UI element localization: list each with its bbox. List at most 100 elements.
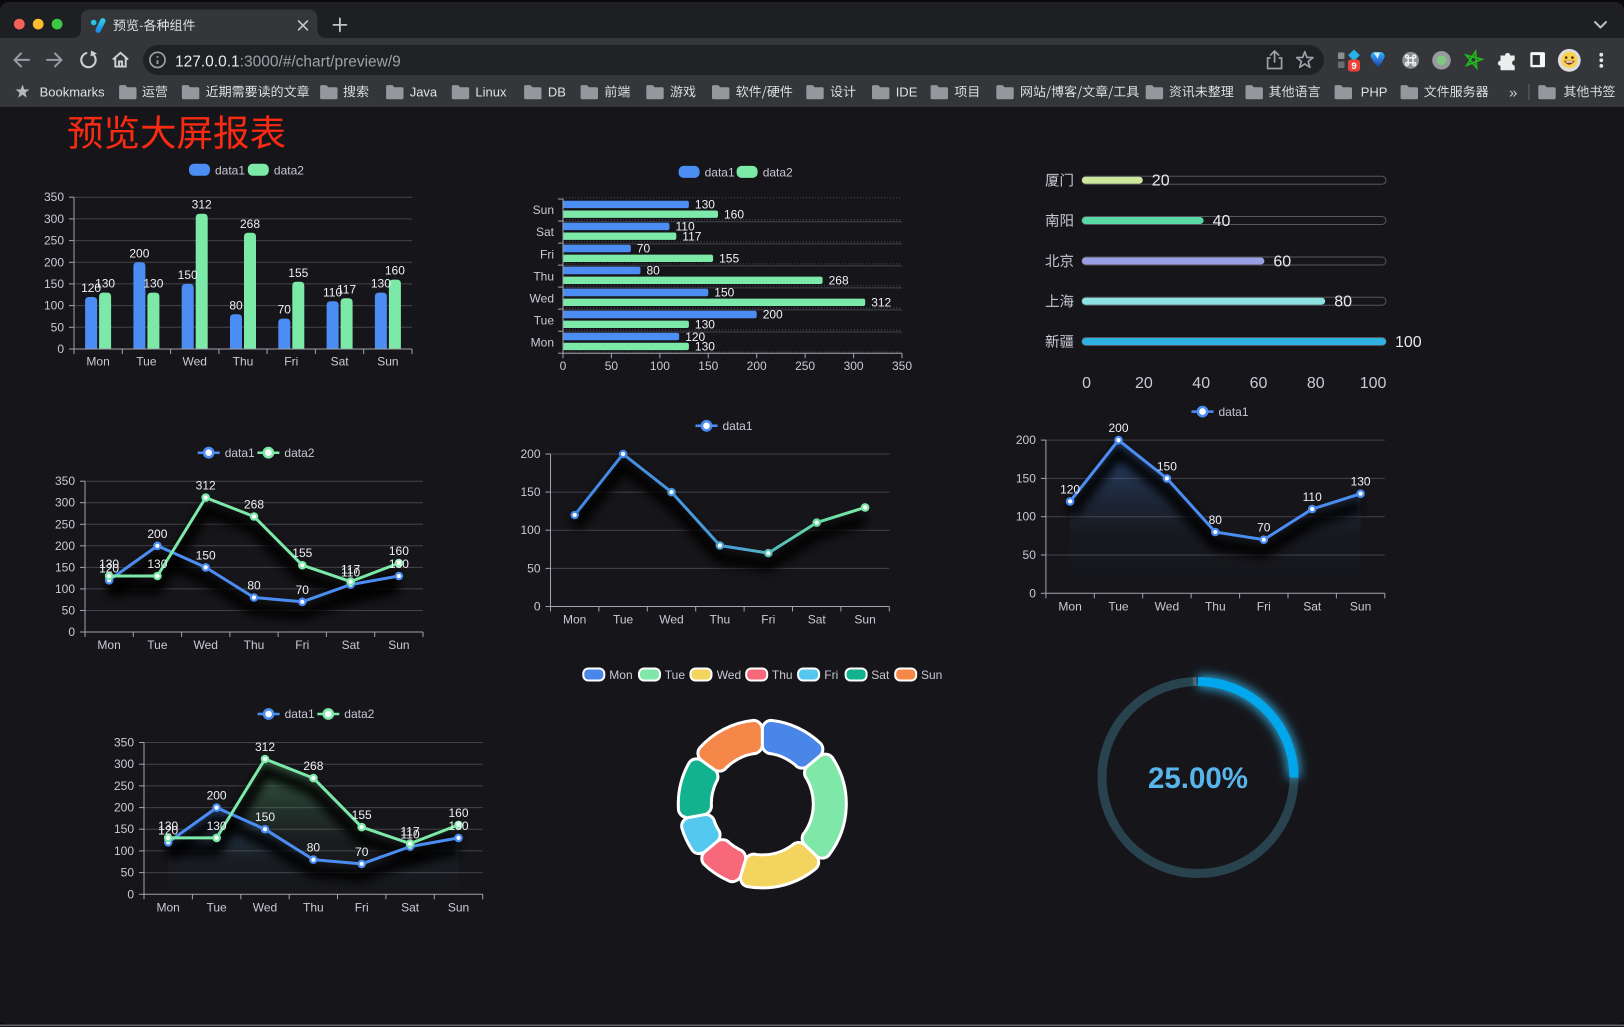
svg-text:110: 110: [1303, 490, 1322, 504]
svg-text:80: 80: [307, 841, 321, 855]
svg-text:200: 200: [114, 801, 134, 815]
svg-text:110: 110: [323, 285, 342, 299]
svg-text:80: 80: [229, 298, 243, 312]
svg-text:0: 0: [1029, 586, 1036, 600]
svg-text:Sun: Sun: [1350, 599, 1371, 613]
svg-text:300: 300: [844, 359, 864, 373]
svg-text:155: 155: [719, 252, 739, 266]
svg-text:117: 117: [337, 282, 356, 296]
svg-text:20: 20: [1135, 375, 1153, 392]
svg-text:200: 200: [1016, 433, 1036, 447]
svg-text:110: 110: [401, 828, 420, 842]
svg-text:Fri: Fri: [295, 638, 309, 652]
svg-text:data2: data2: [274, 163, 304, 177]
svg-text:50: 50: [605, 359, 619, 373]
svg-text:155: 155: [292, 546, 312, 560]
svg-text:100: 100: [650, 359, 670, 373]
svg-text:312: 312: [255, 740, 275, 754]
svg-text:data1: data1: [1219, 405, 1249, 419]
svg-text:DB: DB: [548, 85, 566, 100]
svg-text:130: 130: [389, 557, 409, 571]
svg-text:130: 130: [99, 557, 119, 571]
svg-text:80: 80: [1334, 294, 1352, 311]
svg-text:268: 268: [240, 217, 260, 231]
svg-text:60: 60: [1273, 254, 1291, 271]
svg-text:110: 110: [341, 566, 360, 580]
svg-text:150: 150: [714, 286, 734, 300]
svg-text:200: 200: [55, 539, 75, 553]
svg-text:Wed: Wed: [253, 900, 277, 914]
svg-text:data1: data1: [225, 446, 255, 460]
svg-text:50: 50: [1023, 548, 1037, 562]
svg-text:70: 70: [296, 583, 310, 597]
svg-text:Thu: Thu: [233, 355, 254, 369]
svg-text:117: 117: [682, 229, 701, 243]
svg-text:150: 150: [55, 560, 75, 574]
svg-text:150: 150: [196, 548, 216, 562]
svg-text:Sat: Sat: [331, 355, 350, 369]
svg-text:Fri: Fri: [824, 668, 838, 682]
svg-text:130: 130: [95, 277, 115, 291]
svg-text:Mon: Mon: [531, 335, 554, 349]
svg-text:100: 100: [1016, 510, 1036, 524]
svg-text:117: 117: [401, 825, 420, 839]
svg-text:Sun: Sun: [921, 668, 942, 682]
svg-text:200: 200: [207, 789, 227, 803]
svg-text:Wed: Wed: [659, 613, 683, 627]
svg-text:100: 100: [114, 844, 134, 858]
svg-text:Sat: Sat: [342, 638, 361, 652]
svg-text:120: 120: [99, 561, 119, 575]
svg-text:312: 312: [871, 296, 891, 310]
svg-text:0: 0: [68, 625, 75, 639]
svg-text:data2: data2: [763, 165, 793, 179]
svg-text:200: 200: [747, 359, 767, 373]
svg-text:Mon: Mon: [86, 355, 109, 369]
svg-text:150: 150: [520, 485, 540, 499]
svg-text:130: 130: [695, 198, 715, 212]
svg-text:130: 130: [695, 318, 715, 332]
svg-text:Mon: Mon: [1058, 599, 1081, 613]
svg-text:200: 200: [1108, 421, 1128, 435]
svg-text:Sun: Sun: [377, 355, 398, 369]
svg-text:Thu: Thu: [1205, 599, 1226, 613]
svg-text:350: 350: [44, 190, 64, 204]
svg-text:250: 250: [795, 359, 815, 373]
svg-text:data2: data2: [344, 707, 374, 721]
svg-text:268: 268: [244, 498, 264, 512]
svg-text:25.00%: 25.00%: [1148, 762, 1248, 795]
svg-text:100: 100: [1360, 375, 1387, 392]
svg-text:150: 150: [1157, 459, 1177, 473]
svg-text:60: 60: [1250, 375, 1268, 392]
svg-text:Mon: Mon: [563, 613, 586, 627]
svg-text:»: »: [1509, 85, 1517, 102]
svg-text:Tue: Tue: [665, 668, 686, 682]
svg-text:130: 130: [143, 277, 163, 291]
svg-text:Sat: Sat: [401, 900, 420, 914]
svg-text:Mon: Mon: [97, 638, 120, 652]
svg-text:150: 150: [698, 359, 718, 373]
svg-text:130: 130: [448, 819, 468, 833]
svg-text:120: 120: [158, 823, 178, 837]
svg-text:130: 130: [207, 819, 227, 833]
svg-text:120: 120: [685, 330, 705, 344]
svg-text:160: 160: [448, 806, 468, 820]
svg-text:Thu: Thu: [710, 613, 731, 627]
svg-text:data1: data1: [285, 707, 315, 721]
svg-text:80: 80: [1209, 513, 1223, 527]
svg-text:Linux: Linux: [475, 85, 507, 100]
svg-text:250: 250: [44, 234, 64, 248]
svg-text:50: 50: [121, 866, 135, 880]
svg-text:0: 0: [57, 342, 64, 356]
svg-text:Thu: Thu: [303, 900, 324, 914]
svg-text:160: 160: [724, 207, 744, 221]
svg-text:Fri: Fri: [355, 900, 369, 914]
svg-text:312: 312: [192, 198, 212, 212]
svg-text:127.0.0.1:3000/#/chart/preview: 127.0.0.1:3000/#/chart/preview/9: [175, 53, 401, 70]
svg-text:Tue: Tue: [613, 613, 634, 627]
svg-text:160: 160: [385, 264, 405, 278]
svg-text:130: 130: [1351, 475, 1371, 489]
svg-text:Fri: Fri: [540, 247, 554, 261]
svg-text:100: 100: [520, 523, 540, 537]
svg-text:Tue: Tue: [206, 900, 227, 914]
svg-text:Tue: Tue: [534, 313, 555, 327]
